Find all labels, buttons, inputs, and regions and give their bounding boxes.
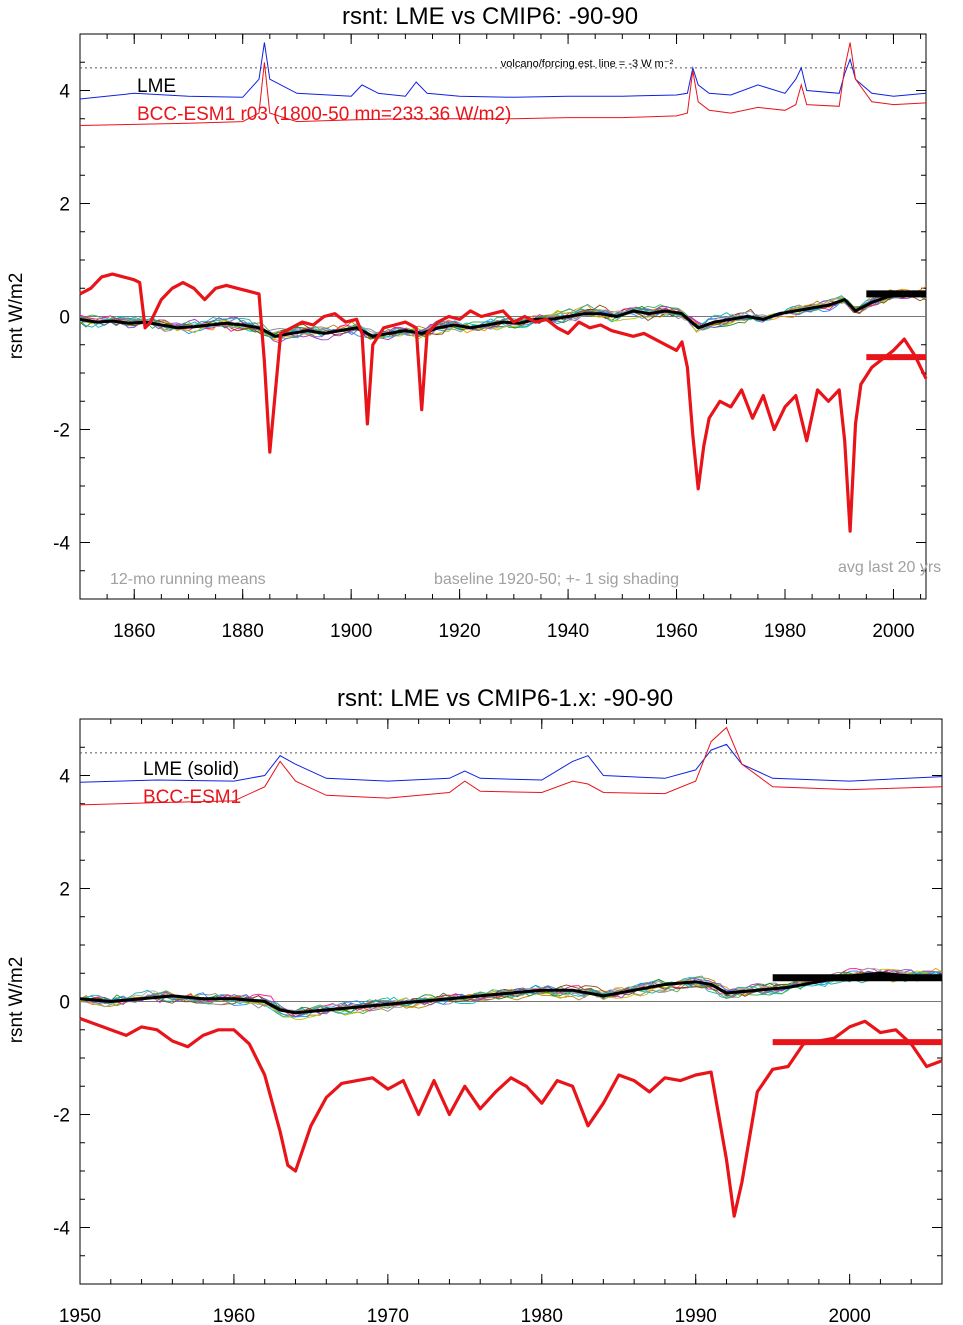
top-x-tick-label: 1860 (113, 621, 155, 642)
top-series-bcc-esm1-line (79, 272, 928, 533)
bottom-series-lme-line (79, 971, 942, 1015)
bottom-panel: rsnt: LME vs CMIP6-1.x: -90-90 rsnt W/m2 L… (6, 685, 943, 1325)
bottom-y-tick-label: 0 (59, 993, 70, 1014)
top-forcing-note: volcano/forcing est. line = -3 W m⁻² (501, 58, 674, 70)
top-x-tick-label: 1880 (222, 621, 264, 642)
bottom-y-tick-label: -4 (53, 1219, 70, 1240)
bottom-y-tick-label: 2 (59, 880, 70, 901)
top-y-tick-label: -2 (53, 421, 70, 442)
top-series-lme-line (79, 292, 921, 338)
bottom-x-tick-label: 1970 (367, 1306, 409, 1325)
bottom-y-tick-label: 4 (59, 767, 70, 788)
top-y-tick-label: 2 (59, 195, 70, 216)
top-baseline-note: baseline 1920-50; +- 1 sig shading (434, 571, 679, 588)
top-running-means-note: 12-mo running means (110, 571, 266, 588)
bottom-x-tick-label: 1990 (675, 1306, 717, 1325)
bottom-x-tick-label: 1980 (521, 1306, 563, 1325)
bottom-forcing-trace-blue (79, 743, 943, 783)
top-legend-bcc: BCC-ESM1 r03 (1800-50 mn=233.36 W/m2) (137, 104, 511, 125)
bottom-x-tick-label: 1950 (59, 1306, 101, 1325)
top-y-axis-label: rsnt W/m2 (6, 273, 27, 360)
top-chart-title: rsnt: LME vs CMIP6: -90-90 (342, 3, 638, 30)
top-ensemble-member-line (79, 292, 927, 339)
bottom-y-axis-label: rsnt W/m2 (6, 957, 27, 1044)
top-x-tick-label: 1940 (547, 621, 589, 642)
bottom-series-bcc-esm1-line (79, 1016, 943, 1218)
top-y-tick-label: 0 (59, 308, 70, 329)
top-x-tick-label: 1900 (330, 621, 372, 642)
bottom-y-tick-label: -2 (53, 1106, 70, 1127)
bottom-forcing-trace-red (79, 726, 943, 806)
top-avg-last-20-note: avg last 20 yrs (838, 559, 941, 576)
top-forcing-trace-red (79, 42, 927, 126)
bottom-chart-title: rsnt: LME vs CMIP6-1.x: -90-90 (337, 685, 673, 712)
top-x-tick-label: 1960 (655, 621, 697, 642)
top-x-tick-label: 1980 (764, 621, 806, 642)
top-y-tick-label: -4 (53, 534, 70, 555)
bottom-legend-bcc: BCC-ESM1 (143, 787, 241, 808)
top-x-tick-label: 1920 (438, 621, 480, 642)
top-x-tick-label: 2000 (872, 621, 914, 642)
bottom-x-tick-label: 1960 (213, 1306, 255, 1325)
top-ensemble-member-line (79, 292, 927, 339)
top-legend-lme: LME (137, 76, 176, 97)
top-y-tick-label: 4 (59, 82, 70, 103)
top-forcing-trace-blue (79, 42, 927, 100)
top-ensemble-member-line (79, 293, 927, 344)
bottom-legend-lme: LME (solid) (143, 759, 239, 780)
top-panel: rsnt: LME vs CMIP6: -90-90 rsnt W/m2 volca… (6, 3, 941, 642)
bottom-x-tick-label: 2000 (829, 1306, 871, 1325)
top-ensemble-member-line (79, 293, 927, 338)
